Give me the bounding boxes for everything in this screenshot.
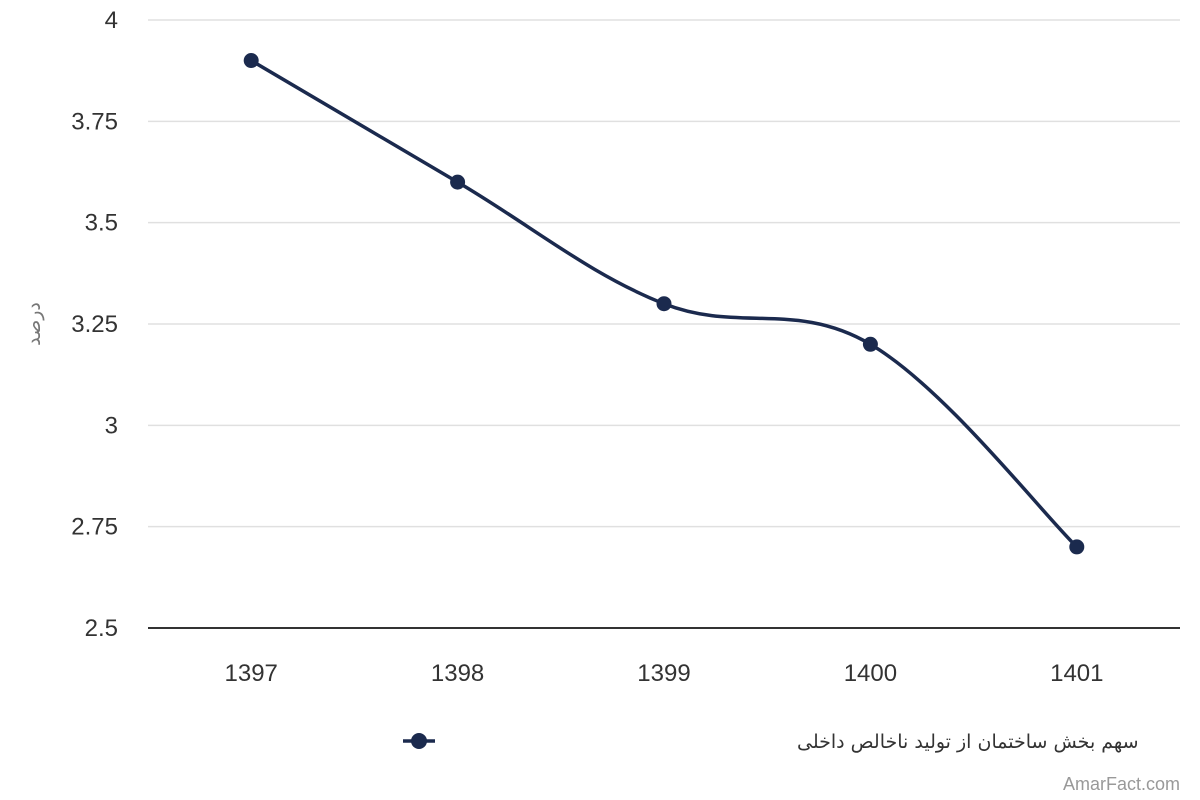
x-tick-label: 1400 [844, 660, 897, 687]
grid-lines [148, 19, 1180, 528]
data-point[interactable] [1069, 539, 1085, 555]
x-axis-tick-labels: 1397 1398 1399 1400 1401 [225, 660, 1104, 687]
y-tick-label: 2.5 [85, 615, 118, 642]
y-tick-label: 3.75 [71, 108, 118, 135]
y-tick-label: 3 [105, 412, 118, 439]
legend[interactable]: سهم بخش ساختمان از تولید ناخالص داخلی [403, 731, 1139, 753]
data-point[interactable] [243, 53, 259, 69]
data-point[interactable] [862, 336, 878, 352]
legend-marker-icon [411, 733, 427, 749]
y-tick-label: 4 [105, 7, 118, 34]
y-tick-label: 3.25 [71, 311, 118, 338]
x-tick-label: 1401 [1050, 660, 1103, 687]
x-tick-label: 1398 [431, 660, 484, 687]
y-tick-label: 2.75 [71, 514, 118, 541]
data-point[interactable] [450, 174, 466, 190]
series-points [243, 53, 1085, 555]
credit-text[interactable]: AmarFact.com [1063, 774, 1180, 794]
legend-label: سهم بخش ساختمان از تولید ناخالص داخلی [797, 731, 1139, 753]
x-tick-label: 1397 [225, 660, 278, 687]
y-tick-label: 3.5 [85, 210, 118, 237]
x-tick-label: 1399 [637, 660, 690, 687]
y-axis-tick-labels: 2.5 2.75 3 3.25 3.5 3.75 4 [71, 7, 118, 642]
data-point[interactable] [656, 296, 672, 312]
y-axis-title: درصد [23, 302, 45, 346]
